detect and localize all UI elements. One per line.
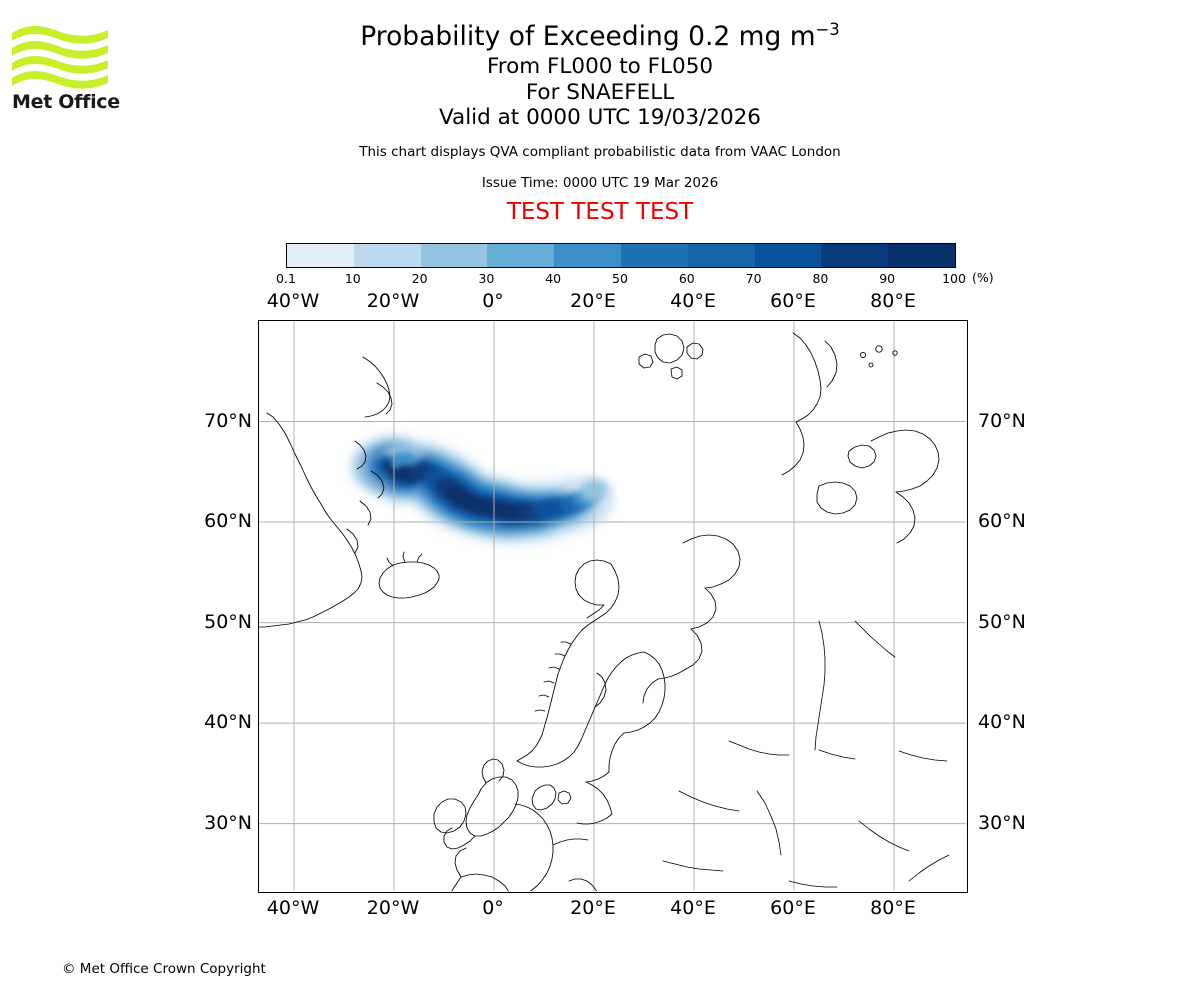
colorbar-units-label: (%)	[972, 270, 994, 285]
colorbar-segment-1	[353, 244, 421, 267]
colorbar-segment-2	[420, 244, 488, 267]
lat-label-right-40: 40°N	[978, 711, 1026, 734]
map-gridlines	[259, 321, 966, 891]
lat-label-left-30: 30°N	[204, 811, 252, 834]
chart-title-block: Probability of Exceeding 0.2 mg m−3 From…	[0, 20, 1200, 225]
met-office-logo: Met Office	[12, 24, 122, 113]
test-banner: TEST TEST TEST	[506, 198, 694, 225]
lon-label-bottom--20: 20°W	[366, 897, 420, 919]
plume-band-4	[374, 453, 606, 521]
map-panel[interactable]	[258, 320, 968, 893]
colorbar-segment-6	[687, 244, 755, 267]
colorbar-tick-30: 30	[478, 271, 495, 286]
page-title: Probability of Exceeding 0.2 mg m−3	[0, 20, 1200, 54]
lon-label-top-40: 40°E	[670, 290, 716, 312]
main-title-exponent: −3	[815, 20, 840, 40]
lon-label-top-0: 0°	[482, 290, 504, 312]
colorbar-segment-0	[287, 244, 354, 267]
ash-probability-plume	[353, 438, 614, 539]
colorbar-tick-0-1: 0.1	[276, 271, 296, 286]
probability-colorbar: 0.1 10 20 30 40 50 60 70 80 90 100	[276, 243, 966, 287]
colorbar-segment-3	[487, 244, 555, 267]
lon-label-bottom-0: 0°	[482, 897, 504, 919]
lon-label-bottom-20: 20°E	[570, 897, 616, 919]
lon-label-top-20: 20°E	[570, 290, 616, 312]
copyright-notice: © Met Office Crown Copyright	[62, 961, 266, 977]
lon-label-top-60: 60°E	[770, 290, 816, 312]
lat-label-right-30: 30°N	[978, 811, 1026, 834]
map-coastlines	[259, 332, 950, 891]
colorbar-segment-5	[620, 244, 688, 267]
lon-label-bottom-80: 80°E	[870, 897, 916, 919]
colorbar-tick-20: 20	[411, 271, 428, 286]
lon-label-bottom-40: 40°E	[670, 897, 716, 919]
colorbar-tick-80: 80	[812, 271, 829, 286]
subtitle-flight-levels: From FL000 to FL050	[486, 54, 714, 79]
lat-label-left-60: 60°N	[204, 510, 252, 533]
met-office-wave-mark	[12, 26, 108, 89]
lon-label-top--40: 40°W	[266, 290, 320, 312]
met-office-wordmark: Met Office	[12, 91, 120, 113]
issue-time: Issue Time: 0000 UTC 19 Mar 2026	[481, 174, 719, 191]
lat-label-right-60: 60°N	[978, 510, 1026, 533]
colorbar-tick-100: 100	[942, 271, 966, 286]
colorbar-tick-50: 50	[612, 271, 628, 286]
colorbar-tick-60: 60	[678, 271, 695, 286]
lat-label-right-70: 70°N	[978, 409, 1026, 432]
subtitle-valid-time: Valid at 0000 UTC 19/03/2026	[438, 105, 761, 130]
colorbar-segment-8	[821, 244, 889, 267]
lat-label-left-40: 40°N	[204, 711, 252, 734]
lon-label-top-80: 80°E	[870, 290, 916, 312]
colorbar-segment-4	[554, 244, 621, 267]
lat-label-right-50: 50°N	[978, 610, 1026, 633]
lon-label-bottom--40: 40°W	[266, 897, 320, 919]
map-canvas	[259, 321, 966, 891]
lon-label-top--20: 20°W	[366, 290, 420, 312]
lat-label-left-50: 50°N	[204, 610, 252, 633]
colorbar-tick-10: 10	[344, 271, 361, 286]
lat-label-left-70: 70°N	[204, 409, 252, 432]
colorbar-tick-40: 40	[545, 271, 562, 286]
colorbar-tick-90: 90	[879, 271, 896, 286]
colorbar-gradient	[286, 243, 956, 268]
colorbar-tick-labels: 0.1 10 20 30 40 50 60 70 80 90 100	[276, 271, 966, 287]
colorbar-segment-7	[754, 244, 822, 267]
subtitle-volcano: For SNAEFELL	[525, 79, 675, 105]
main-title-text: Probability of Exceeding 0.2 mg m	[360, 21, 816, 52]
colorbar-segment-9	[888, 244, 955, 267]
qva-compliance-note: This chart displays QVA compliant probab…	[359, 143, 841, 160]
colorbar-tick-70: 70	[745, 271, 762, 286]
lon-label-bottom-60: 60°E	[770, 897, 816, 919]
